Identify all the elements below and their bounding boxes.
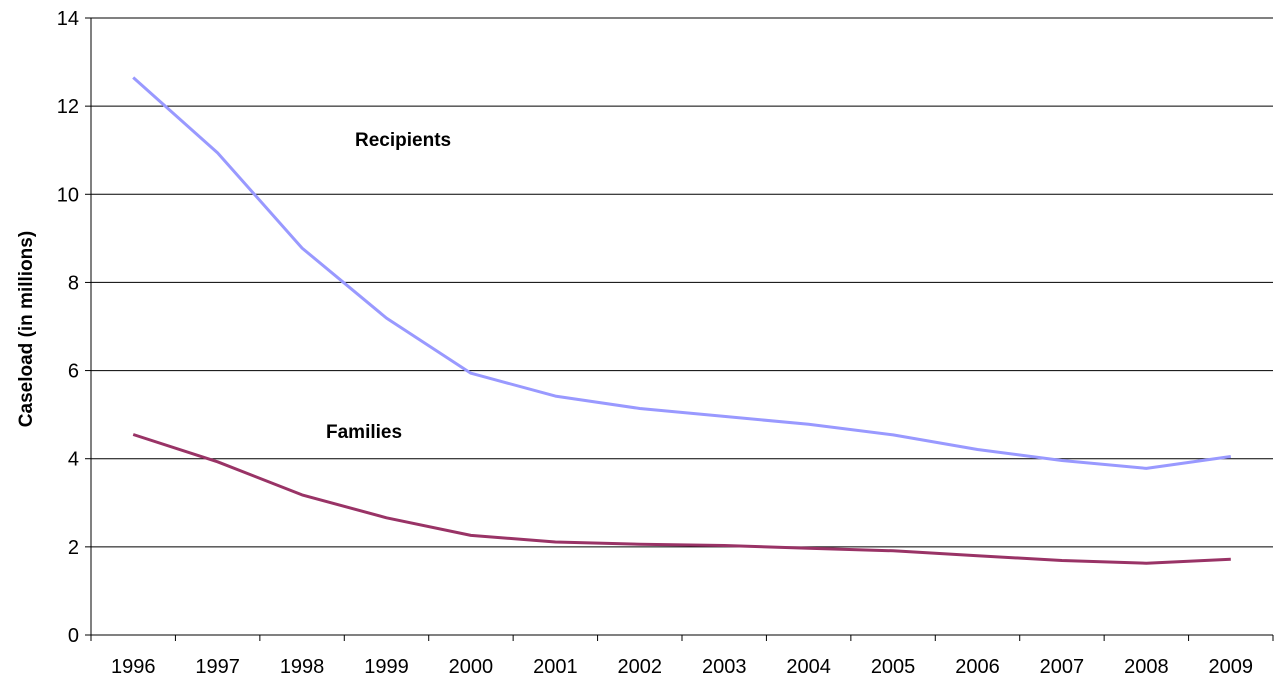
y-tick-label: 0 (68, 625, 79, 647)
axes (85, 17, 1274, 641)
y-tick-label: 2 (68, 537, 79, 559)
labels: 0 2 4 6 8 10 12 14 1996 1997 1998 1999 2000 2001 2002 2… (57, 8, 1253, 678)
gridlines (91, 17, 1273, 548)
x-tick-label: 1998 (280, 656, 325, 678)
x-tick-label: 1997 (195, 656, 240, 678)
x-tick-label: 2007 (1040, 656, 1085, 678)
x-tick-label: 2008 (1124, 656, 1169, 678)
y-tick-label: 14 (57, 8, 79, 30)
x-tick-label: 2003 (702, 656, 747, 678)
y-tick-label: 6 (68, 361, 79, 383)
x-tick-label: 2005 (871, 656, 916, 678)
series-lines (132, 76, 1232, 565)
series-label-families: Families (326, 422, 402, 443)
x-tick-label: 1999 (364, 656, 409, 678)
y-tick-label: 12 (57, 96, 79, 118)
x-tick-label: 2009 (1209, 656, 1254, 678)
y-axis-title: Caseload (in millions) (16, 231, 37, 427)
x-tick-label: 2000 (449, 656, 494, 678)
y-tick-label: 10 (57, 184, 79, 206)
series-line-families (132, 433, 1231, 565)
series-label-recipients: Recipients (355, 130, 451, 151)
y-tick-label: 8 (68, 272, 79, 294)
x-tick-label: 2004 (786, 656, 831, 678)
y-tick-label: 4 (68, 449, 79, 471)
x-tick-label: 2002 (618, 656, 663, 678)
x-tick-label: 2006 (955, 656, 1000, 678)
series-line-recipients (132, 76, 1232, 470)
x-tick-label: 1996 (111, 656, 156, 678)
x-tick-label: 2001 (533, 656, 578, 678)
